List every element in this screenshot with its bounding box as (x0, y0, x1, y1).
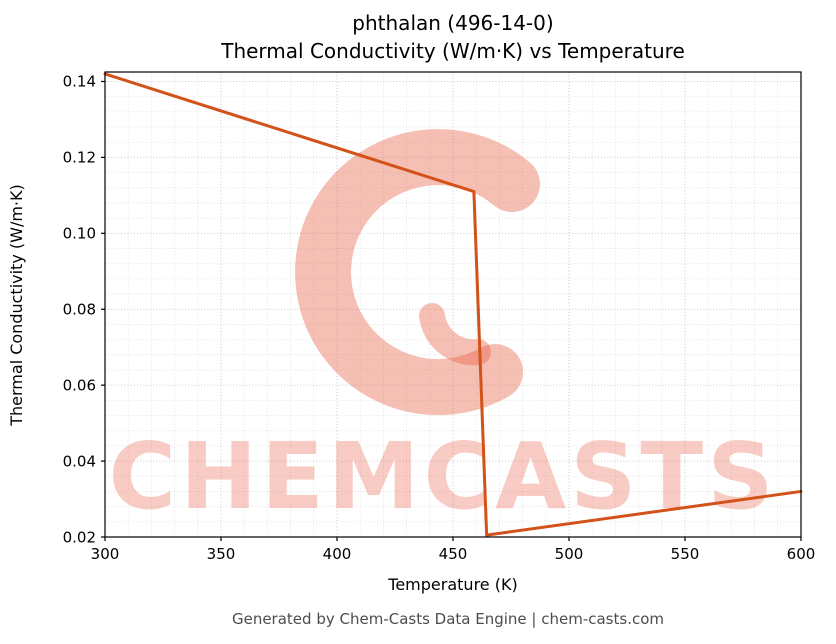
x-tick-label: 300 (91, 545, 120, 563)
y-axis-label: Thermal Conductivity (W/m·K) (7, 184, 26, 427)
watermark-logo (295, 129, 540, 416)
x-tick-label: 350 (207, 545, 236, 563)
x-tick-label: 450 (439, 545, 468, 563)
footer-credit: Generated by Chem-Casts Data Engine | ch… (232, 610, 664, 628)
chart-title-line2: Thermal Conductivity (W/m·K) vs Temperat… (220, 39, 685, 63)
axes-layer: 300 350 400 450 500 550 600 0.02 0.04 0.06 0.08 0.1… (63, 71, 816, 563)
watermark-text: CHEMCASTS (109, 423, 778, 530)
y-tick-label: 0.14 (63, 73, 96, 91)
data-line (103, 72, 803, 537)
y-tick-label: 0.04 (63, 452, 96, 470)
y-tick-label: 0.12 (63, 149, 96, 167)
y-tick-label: 0.06 (63, 376, 96, 394)
x-tick-label: 400 (323, 545, 352, 563)
y-tick-label: 0.10 (63, 225, 96, 243)
y-tick-label: 0.02 (63, 528, 96, 546)
watermark-layer: CHEMCASTS (109, 129, 778, 530)
x-tick-label: 600 (787, 545, 816, 563)
x-tick-label: 550 (671, 545, 700, 563)
y-tick-label: 0.08 (63, 300, 96, 318)
chart-title-line1: phthalan (496-14-0) (352, 11, 553, 35)
series-layer (103, 72, 803, 537)
watermark-logo-curl (419, 303, 491, 366)
x-axis-label: Temperature (K) (387, 575, 517, 594)
x-tick-label: 500 (555, 545, 584, 563)
grid-layer (104, 72, 802, 538)
